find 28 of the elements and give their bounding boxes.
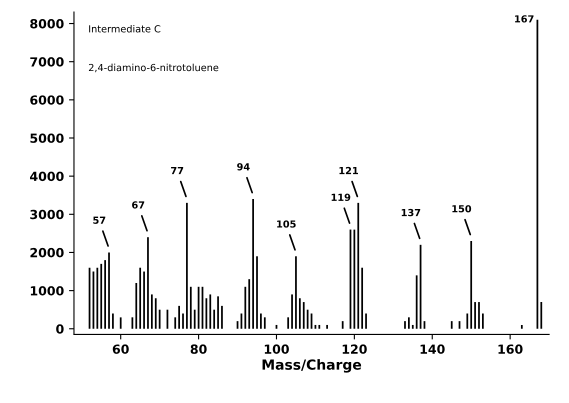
x-tick-label: 140 [420, 344, 445, 354]
y-tick-label: 3000 [30, 210, 64, 220]
annotation: 57 [93, 216, 106, 224]
x-tick-label: 80 [190, 344, 207, 354]
y-tick-label: 8000 [30, 19, 64, 28]
x-axis-title: Mass/Charge [262, 359, 362, 373]
y-tick-label: 7000 [30, 57, 64, 67]
x-tick-label: 100 [264, 344, 289, 354]
y-tick-label: 0 [56, 324, 64, 334]
annotation: 121 [339, 166, 358, 174]
annotation: 167 [515, 15, 534, 23]
y-tick-label: 4000 [30, 172, 64, 182]
y-tick-label: 1000 [30, 286, 64, 296]
annotation: Intermediate C [89, 24, 160, 33]
x-tick-label: 60 [112, 344, 129, 354]
x-tick-label: 120 [342, 344, 367, 354]
annotation: 150 [452, 205, 472, 212]
y-tick-label: 2000 [30, 248, 64, 258]
annotation: 94 [237, 163, 250, 170]
annotation: 67 [132, 201, 144, 209]
y-tick-label: 6000 [30, 95, 64, 105]
annotation: 2,4-diamino-6-nitrotoluene [88, 64, 218, 72]
x-tick-label: 160 [498, 344, 523, 354]
y-tick-label: 5000 [30, 133, 64, 143]
annotation: 137 [402, 208, 420, 216]
annotation: 119 [332, 194, 350, 201]
annotation: 77 [171, 167, 184, 174]
annotation: 105 [277, 220, 296, 228]
